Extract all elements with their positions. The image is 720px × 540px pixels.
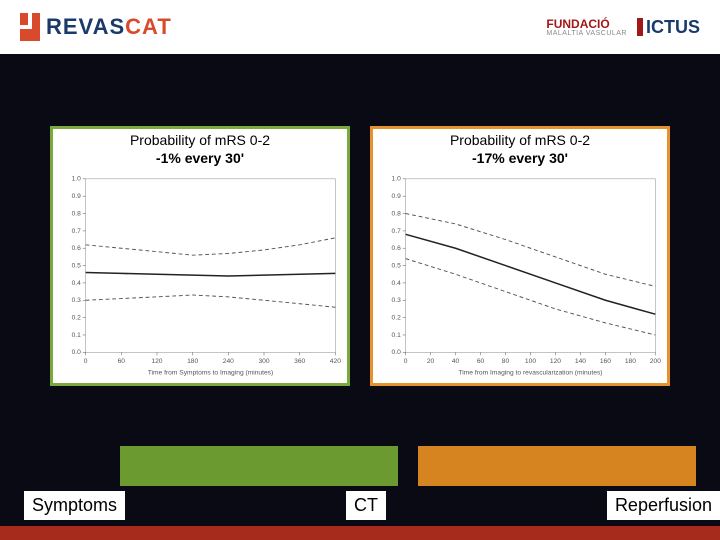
svg-text:0.2: 0.2 [72,315,82,322]
logo-text-cat: CAT [125,14,172,39]
svg-text:0.7: 0.7 [392,228,402,235]
label-symptoms: Symptoms [24,491,125,520]
svg-text:300: 300 [258,358,269,365]
svg-text:360: 360 [294,358,305,365]
svg-text:100: 100 [525,358,536,365]
svg-text:0.1: 0.1 [392,332,402,339]
chart-left-title-l1: Probability of mRS 0-2 [130,131,270,149]
svg-text:0.5: 0.5 [392,262,402,269]
svg-text:120: 120 [550,358,561,365]
revascat-wordmark: REVASCAT [46,14,172,40]
svg-text:240: 240 [223,358,234,365]
revascat-icon [20,13,40,41]
svg-text:180: 180 [625,358,636,365]
svg-text:Time from Symptoms to Imaging: Time from Symptoms to Imaging (minutes) [148,369,274,376]
fundacio-label: FUNDACIÓ [546,18,627,30]
charts-row: Probability of mRS 0-2 -1% every 30' 0.0… [0,126,720,386]
chart-right-title-l2: -17% every 30' [450,149,590,167]
svg-text:0.2: 0.2 [392,315,402,322]
svg-text:0.6: 0.6 [392,245,402,252]
svg-text:140: 140 [575,358,586,365]
svg-text:160: 160 [600,358,611,365]
label-reperfusion: Reperfusion [607,491,720,520]
chart-left-title: Probability of mRS 0-2 -1% every 30' [122,129,278,169]
svg-text:0.0: 0.0 [392,349,402,356]
bar-symptoms-to-ct [120,446,398,486]
svg-text:60: 60 [477,358,485,365]
label-ct: CT [346,491,386,520]
logo-fundacio-ictus: FUNDACIÓ MALALTIA VASCULAR ICTUS [546,18,700,37]
chart-right-title-l1: Probability of mRS 0-2 [450,131,590,149]
chart-left-plot: 0.0 0.1 0.2 0.3 0.4 0.5 0.6 0.7 0.8 0.9 1.0 0 60 120 1… [57,135,343,379]
svg-text:0.4: 0.4 [392,280,402,287]
svg-text:80: 80 [502,358,510,365]
ictus-label: ICTUS [637,18,700,36]
timeline-bars [0,446,720,486]
logo-revascat: REVASCAT [20,13,172,41]
fundacio-sub: MALALTIA VASCULAR [546,30,627,37]
timeline-labels: Symptoms CT Reperfusion [0,491,720,520]
logo-text-rev: REVAS [46,14,125,39]
svg-text:120: 120 [151,358,162,365]
svg-text:200: 200 [650,358,661,365]
slide-header: REVASCAT FUNDACIÓ MALALTIA VASCULAR ICTU… [0,0,720,54]
bar-ct-to-reperfusion [418,446,696,486]
svg-text:0.8: 0.8 [392,210,402,217]
chart-imaging-to-revasc: Probability of mRS 0-2 -17% every 30' 0.… [370,126,670,386]
svg-text:0.5: 0.5 [72,262,82,269]
bottom-accent-stripe [0,526,720,540]
svg-text:0.1: 0.1 [72,332,82,339]
svg-text:0.3: 0.3 [72,297,82,304]
chart-right-title: Probability of mRS 0-2 -17% every 30' [442,129,598,169]
svg-text:60: 60 [118,358,126,365]
svg-text:20: 20 [427,358,435,365]
svg-text:0.8: 0.8 [72,210,82,217]
svg-text:40: 40 [452,358,460,365]
svg-text:0.6: 0.6 [72,245,82,252]
svg-text:1.0: 1.0 [392,176,402,183]
svg-text:0.3: 0.3 [392,297,402,304]
svg-text:420: 420 [330,358,341,365]
chart-right-plot: 0.0 0.1 0.2 0.3 0.4 0.5 0.6 0.7 0.8 0.9 1.0 0 20 40 60… [377,135,663,379]
chart-left-title-l2: -1% every 30' [130,149,270,167]
svg-text:Time from Imaging to revascula: Time from Imaging to revascularization (… [458,369,602,376]
fundacio-block: FUNDACIÓ MALALTIA VASCULAR [546,18,627,37]
svg-text:0.9: 0.9 [392,193,402,200]
chart-symptoms-to-imaging: Probability of mRS 0-2 -1% every 30' 0.0… [50,126,350,386]
svg-text:0.0: 0.0 [72,349,82,356]
svg-text:0.7: 0.7 [72,228,82,235]
svg-text:180: 180 [187,358,198,365]
svg-text:0.9: 0.9 [72,193,82,200]
svg-text:1.0: 1.0 [72,176,82,183]
svg-text:0.4: 0.4 [72,280,82,287]
svg-text:0: 0 [404,358,408,365]
svg-text:0: 0 [84,358,88,365]
